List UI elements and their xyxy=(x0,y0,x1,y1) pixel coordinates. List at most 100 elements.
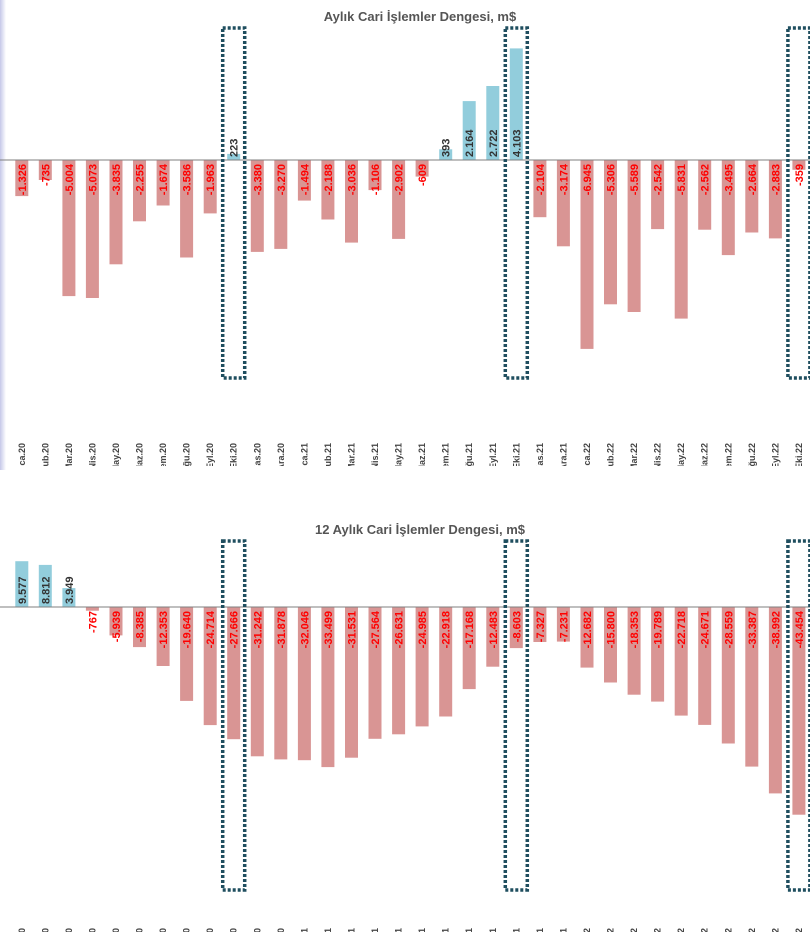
data-label-Ağu.21: 2.164 xyxy=(464,129,476,157)
x-tick-Mar.20: Mar.20 xyxy=(64,443,74,466)
x-tick-Ağu.22: Ağu.22 xyxy=(747,928,757,932)
x-tick-Haz.20: Haz.20 xyxy=(135,443,145,466)
data-label-Ara.21: -7.231 xyxy=(558,611,570,642)
data-label-Kas.20: -31.242 xyxy=(252,611,264,648)
data-label-Oca.21: -32.046 xyxy=(299,611,311,648)
twelve-month-current-account-chart: 12 Aylık Cari İşlemler Dengesi, m$ 9.577… xyxy=(0,522,810,932)
bar-Tem.21 xyxy=(439,149,453,160)
x-tick-Oca.22: Oca.22 xyxy=(582,443,592,466)
chart-title: 12 Aylık Cari İşlemler Dengesi, m$ xyxy=(315,522,526,537)
bar-Eki.21 xyxy=(509,607,523,649)
x-tick-Kas.21: Kas.21 xyxy=(535,443,545,466)
bar-Kas.21 xyxy=(533,160,547,218)
highlight-box-Eki.20 xyxy=(220,26,247,380)
bar-Haz.21 xyxy=(415,607,429,727)
bar-Kas.20 xyxy=(250,160,264,252)
bar-Eyl.21 xyxy=(486,607,500,667)
bar-Nis.21 xyxy=(368,160,382,191)
bar-Kas.21 xyxy=(533,607,547,642)
x-tick-Eyl.22: Eyl.22 xyxy=(770,443,780,466)
value-label-group: 9.577 8.812 3.949 -767 -5.939 -8.385 -12.353 -1… xyxy=(17,576,806,648)
bar-Ara.20 xyxy=(274,160,288,249)
x-tick-Eyl.21: Eyl.21 xyxy=(488,443,498,466)
bar-May.21 xyxy=(392,607,406,735)
bar-Şub.21 xyxy=(321,160,335,220)
data-label-Tem.22: -3.495 xyxy=(723,164,735,195)
x-tick-Nis.21: Nis.21 xyxy=(370,928,380,932)
data-label-Nis.22: -2.542 xyxy=(653,164,665,195)
bar-Eki.22 xyxy=(792,607,806,815)
bar-Kas.20 xyxy=(250,607,264,757)
data-label-Eyl.20: -24.714 xyxy=(205,610,217,648)
x-tick-Tem.21: Tem.21 xyxy=(441,443,451,466)
data-label-Tem.20: -1.674 xyxy=(158,163,170,195)
x-tick-Ağu.20: Ağu.20 xyxy=(182,928,192,932)
data-label-Haz.21: -24.985 xyxy=(417,611,429,648)
x-tick-Tem.22: Tem.22 xyxy=(723,928,733,932)
bar-Ara.21 xyxy=(556,160,570,247)
bar-Tem.22 xyxy=(721,160,735,256)
bar-Şub.22 xyxy=(604,607,617,683)
data-label-Mar.22: -18.353 xyxy=(629,611,641,648)
data-label-Haz.22: -24.671 xyxy=(700,611,712,648)
x-tick-Mar.22: Mar.22 xyxy=(629,928,639,932)
data-label-Eyl.20: -1.963 xyxy=(205,164,217,195)
data-label-Eyl.21: 2.722 xyxy=(488,129,500,157)
bar-Şub.20 xyxy=(38,564,52,607)
x-tick-Şub.22: Şub.22 xyxy=(606,443,616,466)
data-label-Eki.21: 4.103 xyxy=(511,129,523,157)
x-tick-Mar.21: Mar.21 xyxy=(347,443,357,466)
bar-May.21 xyxy=(392,160,406,239)
bar-Eyl.22 xyxy=(768,607,782,794)
bar-Ağu.22 xyxy=(745,607,759,767)
x-tick-Oca.20: Oca.20 xyxy=(17,928,27,932)
x-tick-Ara.20: Ara.20 xyxy=(276,928,286,932)
data-label-Eki.22: -43.454 xyxy=(794,610,806,648)
bar-Mar.22 xyxy=(627,160,641,312)
data-label-May.22: -22.718 xyxy=(676,611,688,648)
bar-Eki.20 xyxy=(227,153,241,160)
bar-Tem.20 xyxy=(156,607,170,666)
x-tick-Ara.21: Ara.21 xyxy=(558,443,568,466)
x-tick-Nis.21: Nis.21 xyxy=(370,443,380,466)
data-label-Eyl.21: -12.483 xyxy=(488,611,500,648)
bar-Eyl.22 xyxy=(768,160,782,239)
data-label-Ara.20: -31.878 xyxy=(276,611,288,648)
bar-Oca.21 xyxy=(297,160,311,201)
bar-Tem.20 xyxy=(156,160,170,206)
x-tick-Haz.22: Haz.22 xyxy=(700,443,710,466)
bar-Eki.21 xyxy=(509,48,523,160)
x-tick-Oca.22: Oca.22 xyxy=(582,928,592,932)
x-tick-Kas.20: Kas.20 xyxy=(252,443,262,466)
x-tick-Haz.21: Haz.21 xyxy=(417,928,427,932)
data-label-Oca.20: -1.326 xyxy=(17,164,29,195)
x-tick-group: Oca.20 Şub.20 Mar.20 Nis.20 May.20 Haz.20 Tem.… xyxy=(17,928,804,932)
x-tick-Eki.22: Eki.22 xyxy=(794,443,804,466)
data-label-Tem.22: -28.559 xyxy=(723,611,735,648)
data-label-Eyl.22: -38.992 xyxy=(770,611,782,648)
x-tick-Haz.20: Haz.20 xyxy=(135,928,145,932)
x-tick-Şub.21: Şub.21 xyxy=(323,928,333,932)
x-tick-Ağu.21: Ağu.21 xyxy=(464,443,474,466)
x-tick-Nis.20: Nis.20 xyxy=(87,928,97,932)
data-label-Mar.22: -5.589 xyxy=(629,164,641,195)
x-tick-May.21: May.21 xyxy=(394,443,404,466)
bar-Mar.21 xyxy=(345,607,358,758)
chart-title: Aylık Cari İşlemler Dengesi, m$ xyxy=(324,9,517,24)
data-label-Tem.21: 393 xyxy=(441,139,453,157)
bar-Eyl.20 xyxy=(203,160,217,214)
data-label-May.22: -5.831 xyxy=(676,164,688,195)
data-label-Nis.21: -27.564 xyxy=(370,610,382,648)
data-label-Haz.20: -2.255 xyxy=(135,164,147,195)
x-tick-Nis.22: Nis.22 xyxy=(653,928,663,932)
bar-Nis.22 xyxy=(651,607,665,702)
bar-Haz.21 xyxy=(415,160,429,177)
data-label-Ara.21: -3.174 xyxy=(558,163,570,195)
data-label-Şub.22: -15.800 xyxy=(606,611,618,648)
data-label-Mar.21: -3.036 xyxy=(347,164,359,195)
bar-Ara.20 xyxy=(274,607,288,760)
x-tick-Eyl.22: Eyl.22 xyxy=(770,928,780,932)
x-tick-Eyl.20: Eyl.20 xyxy=(205,443,215,466)
bar-May.20 xyxy=(109,160,123,265)
data-label-Nis.21: -1.106 xyxy=(370,164,382,195)
